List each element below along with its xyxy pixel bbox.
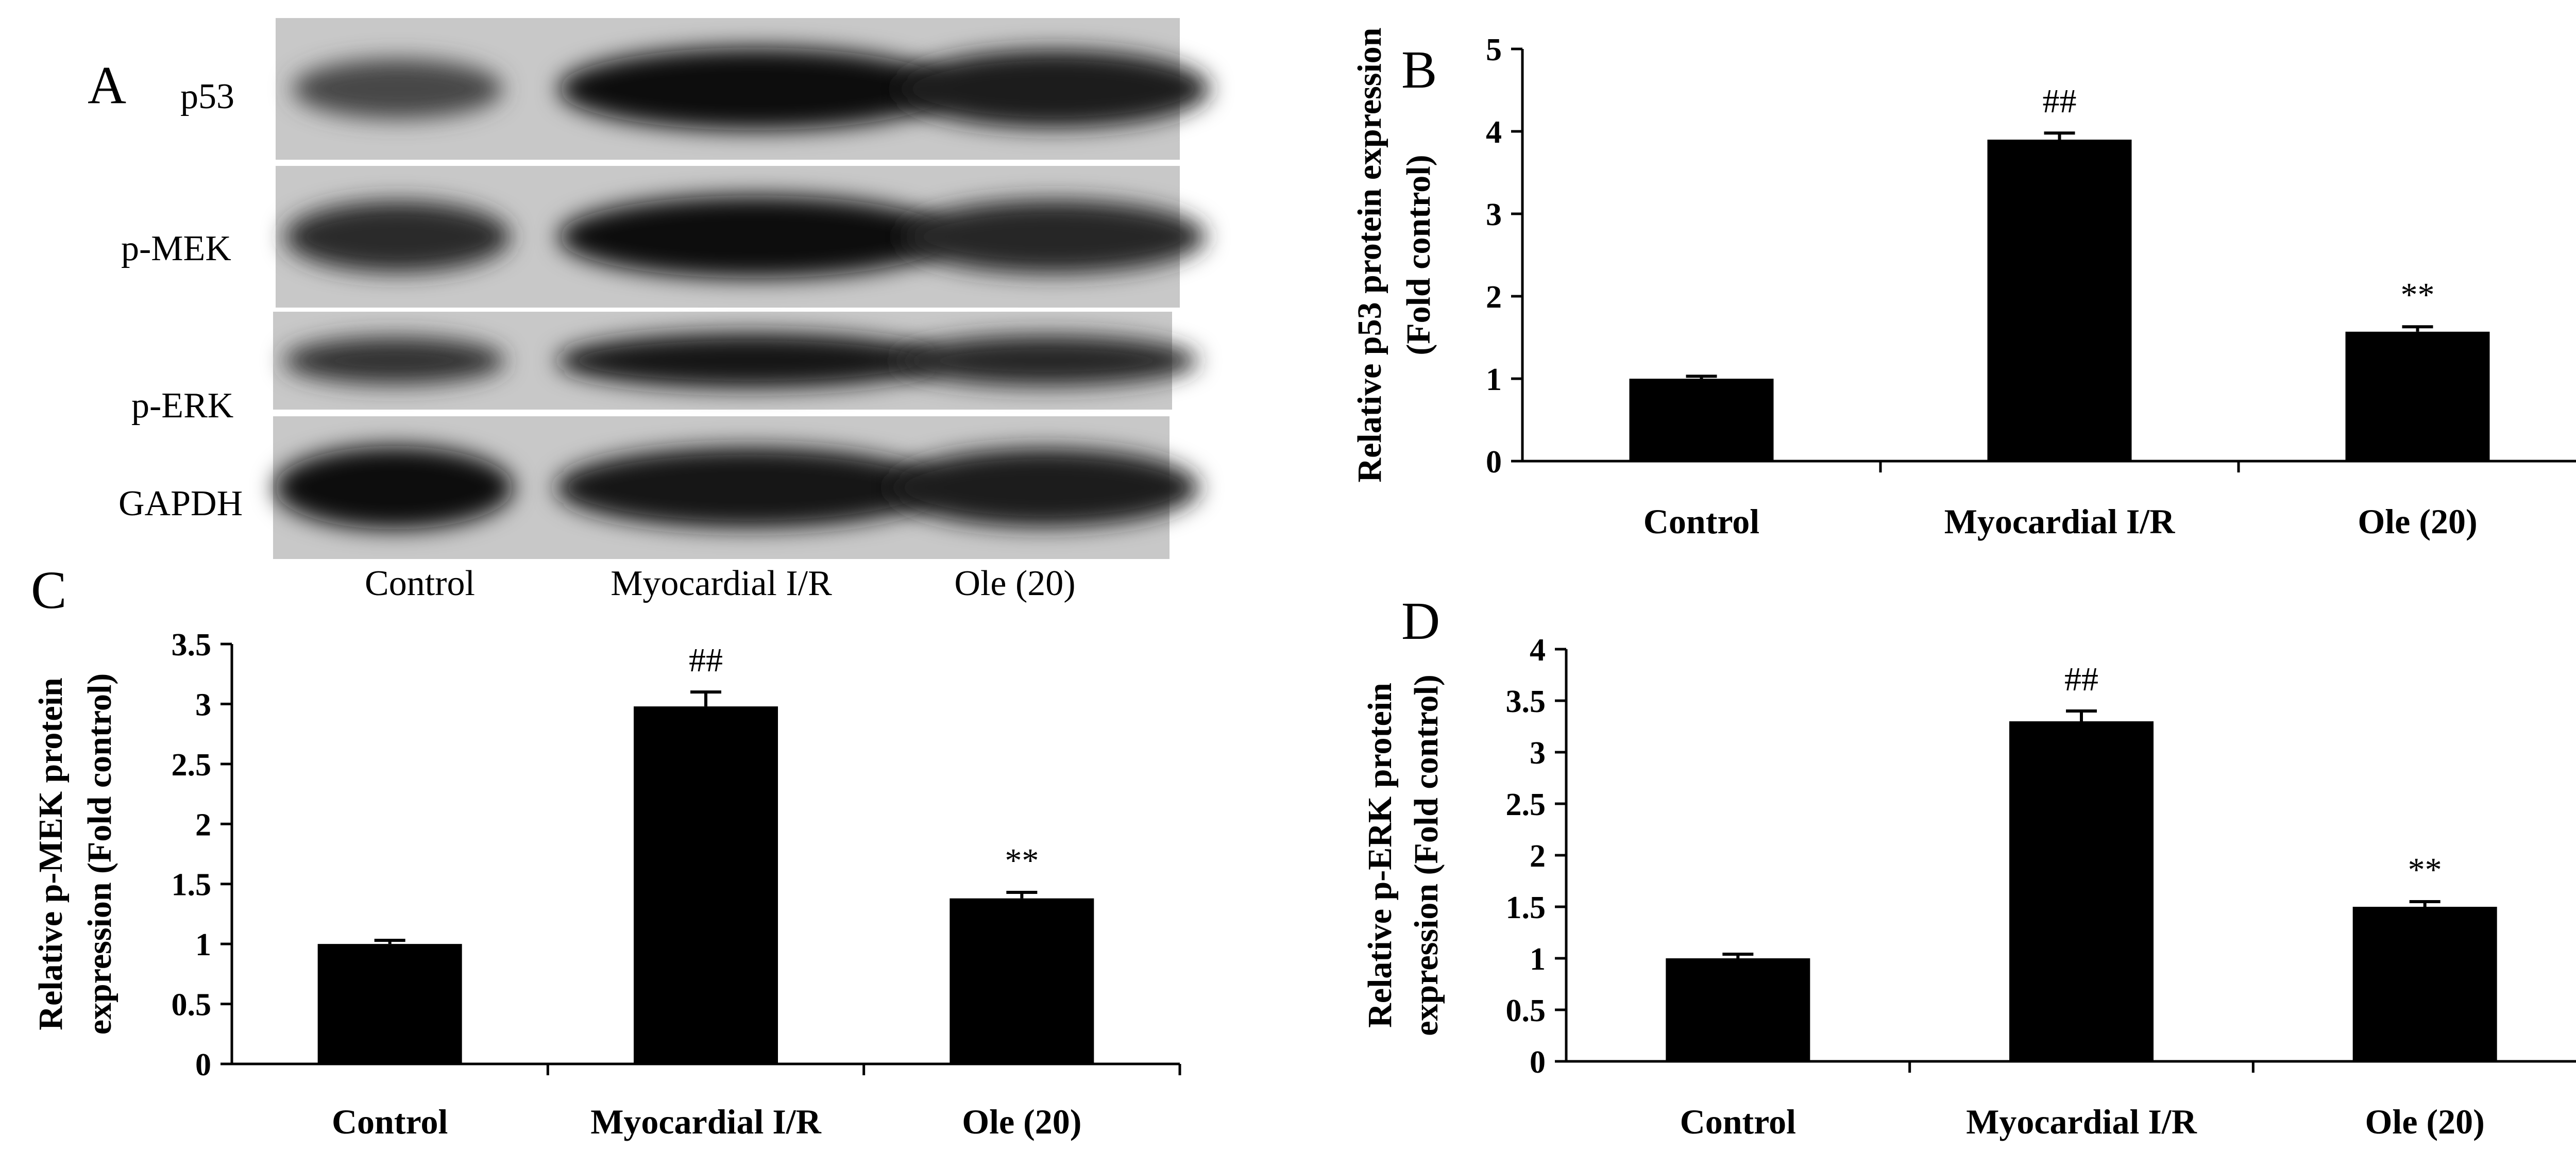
- y-axis-title-line2: expression (Fold control): [1408, 674, 1445, 1036]
- blot-band: [888, 448, 1199, 527]
- bar: [1666, 958, 1810, 1061]
- y-tick-label: 4: [1530, 633, 1546, 668]
- blot-band: [555, 447, 941, 529]
- blot-row-label: GAPDH: [118, 484, 243, 523]
- y-tick-label: 2: [195, 807, 211, 842]
- y-tick-label: 3: [1486, 197, 1502, 232]
- x-category-label: Control: [1643, 502, 1759, 541]
- blot-row: p53: [180, 18, 1210, 160]
- x-category-label: Control: [332, 1102, 448, 1141]
- bar: [634, 706, 778, 1064]
- significance-marker: **: [2408, 851, 2442, 889]
- y-axis-title: Relative p53 protein expression: [1351, 27, 1388, 482]
- panel-letter-d: D: [1401, 591, 1440, 651]
- bar: [950, 898, 1094, 1064]
- y-tick-label: 2: [1486, 280, 1502, 315]
- western-blot-panel: A p53 p-MEK p-ERK GAPDH Control Myocardial I…: [88, 18, 1210, 603]
- y-axis-title: Relative p-ERK protein: [1361, 683, 1399, 1028]
- y-tick-label: 3.5: [1506, 684, 1546, 719]
- blot-band: [284, 201, 511, 273]
- x-category-label: Myocardial I/R: [1944, 502, 2176, 541]
- x-category-label: Myocardial I/R: [590, 1102, 822, 1141]
- y-tick-label: 1.5: [1506, 890, 1546, 925]
- blot-band: [292, 59, 503, 119]
- y-tick-label: 1: [1530, 942, 1546, 977]
- blot-row: p-MEK: [121, 166, 1206, 308]
- significance-marker: ##: [2043, 82, 2077, 120]
- x-category-label: Ole (20): [962, 1102, 1081, 1141]
- y-tick-label: 1.5: [172, 868, 212, 903]
- bar: [2352, 907, 2497, 1061]
- y-tick-label: 2.5: [172, 748, 212, 783]
- blot-band: [558, 47, 952, 130]
- bar: [1629, 379, 1774, 461]
- bar: [317, 944, 462, 1064]
- significance-marker: ##: [689, 641, 723, 679]
- x-category-label: Ole (20): [2358, 502, 2477, 541]
- y-tick-label: 1: [195, 927, 211, 962]
- blot-row-label: p-MEK: [121, 229, 231, 268]
- blot-band: [274, 446, 514, 530]
- x-category-label: Myocardial I/R: [1966, 1102, 2197, 1141]
- y-tick-label: 5: [1486, 32, 1502, 67]
- blot-row: p-ERK: [131, 312, 1198, 426]
- significance-marker: ##: [2064, 661, 2098, 698]
- x-category-label: Control: [1680, 1102, 1796, 1141]
- blot-band: [896, 49, 1210, 128]
- panel-letter-b: B: [1401, 40, 1437, 99]
- y-tick-label: 0: [195, 1047, 211, 1082]
- y-tick-label: 0: [1530, 1045, 1546, 1080]
- bar: [1987, 140, 2132, 461]
- y-tick-label: 3: [1530, 736, 1546, 771]
- significance-marker: **: [1005, 842, 1039, 879]
- blot-band: [556, 333, 943, 388]
- y-tick-label: 0: [1486, 445, 1502, 480]
- x-category-label: Ole (20): [2365, 1102, 2485, 1141]
- blot-band: [901, 200, 1206, 274]
- blot-band: [894, 335, 1198, 386]
- blot-row-label: p-ERK: [131, 386, 233, 426]
- blot-band: [558, 195, 952, 278]
- bar: [2345, 331, 2490, 461]
- panel-letter-a: A: [88, 56, 126, 115]
- blot-lane-label: Myocardial I/R: [611, 564, 832, 603]
- blot-band: [283, 336, 505, 385]
- y-tick-label: 0.5: [1506, 993, 1546, 1028]
- y-tick-label: 3.5: [172, 628, 212, 663]
- y-tick-label: 1: [1486, 362, 1502, 397]
- y-tick-label: 3: [195, 687, 211, 722]
- bar: [2009, 721, 2154, 1061]
- y-tick-label: 2.5: [1506, 787, 1546, 822]
- significance-marker: **: [2401, 276, 2435, 314]
- y-axis-title-line2: (Fold control): [1400, 155, 1437, 355]
- y-tick-label: 2: [1530, 839, 1546, 874]
- y-tick-label: 0.5: [172, 988, 212, 1023]
- blot-lane-label: Ole (20): [954, 564, 1075, 603]
- y-tick-label: 4: [1486, 115, 1502, 150]
- bar-chart-p53: B 0 1 2 3 4 5 Control ## Myocardial I/R ** Ole (20…: [1351, 27, 2576, 541]
- bar-chart-p-mek: C 0 0.5 1 1.5 2 2.5 3 3.5 Control ## Myocardial I/…: [31, 561, 1181, 1141]
- blot-lane-label: Control: [365, 564, 475, 603]
- blot-row-label: p53: [180, 77, 234, 116]
- y-axis-title: Relative p-MEK protein: [32, 678, 70, 1030]
- bar-chart-p-erk: D 0 0.5 1 1.5 2 2.5 3 3.5 4 Control ## Myocardial I…: [1361, 591, 2576, 1141]
- blot-row: GAPDH: [118, 416, 1199, 559]
- y-axis-title-line2: expression (Fold control): [81, 673, 118, 1035]
- panel-letter-c: C: [31, 561, 66, 620]
